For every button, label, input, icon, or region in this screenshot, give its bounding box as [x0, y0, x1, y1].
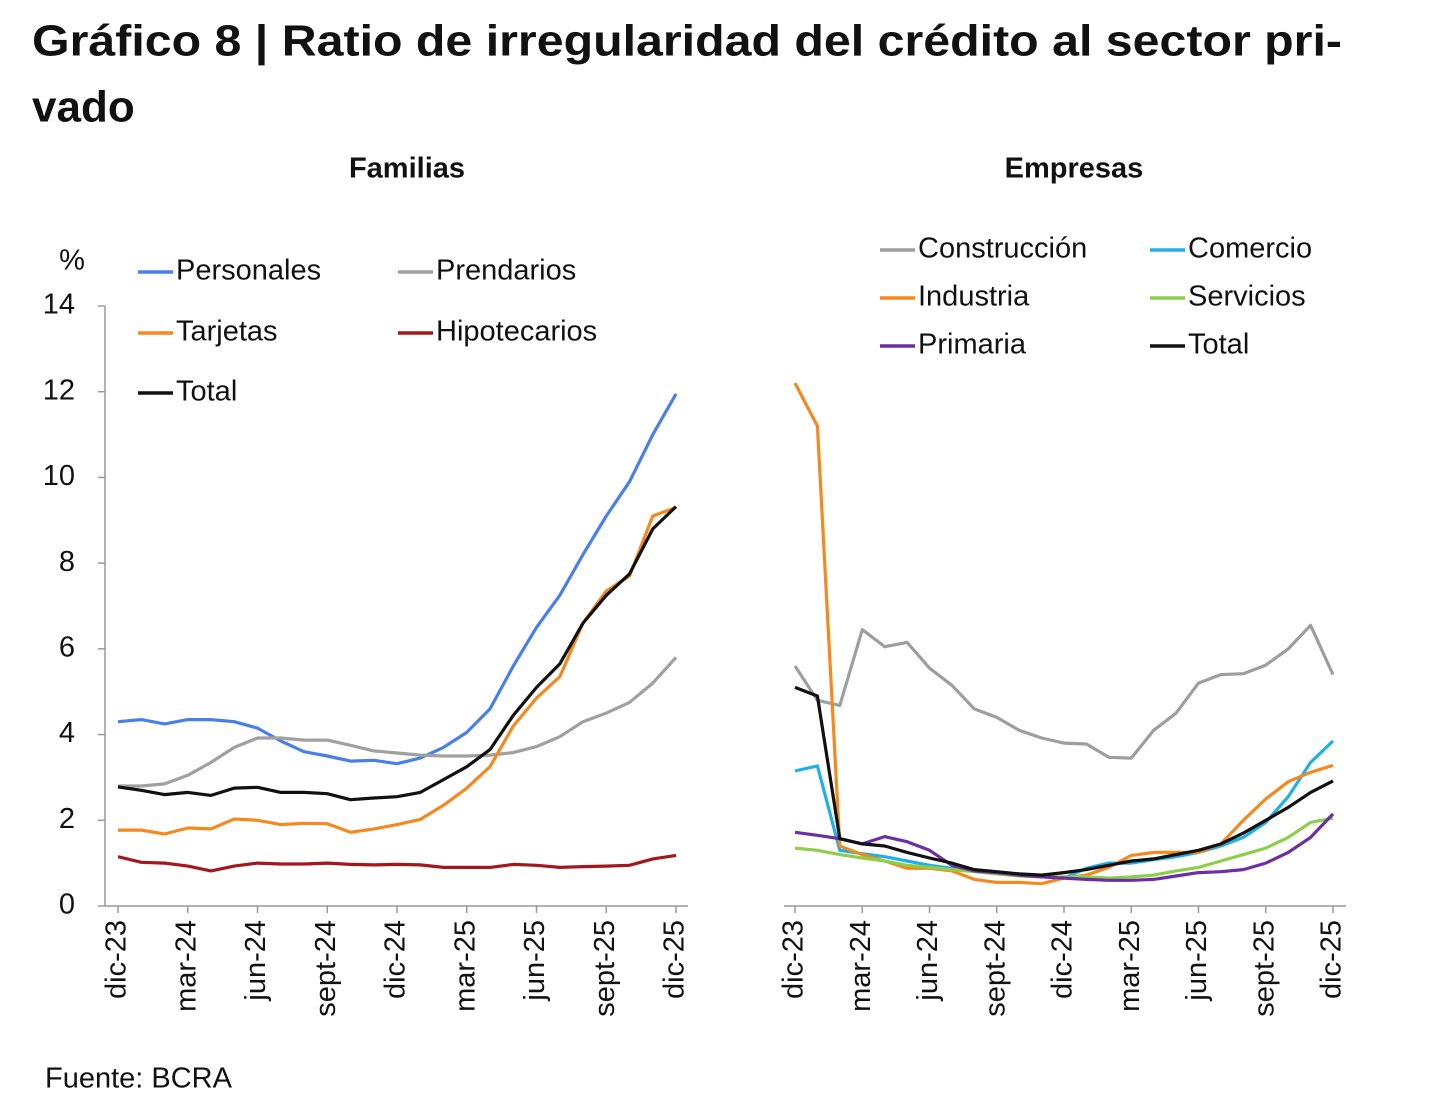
legend-label: Industria — [918, 281, 1030, 313]
x-tick-label: sept-24 — [979, 920, 1011, 1017]
legend-label: Total — [1188, 329, 1249, 361]
x-tick-label: dic-25 — [659, 920, 691, 999]
y-tick-label: 10 — [43, 460, 75, 492]
y-tick-label: 4 — [59, 717, 75, 749]
panel-title: Empresas — [1005, 153, 1144, 185]
legend-label: Comercio — [1188, 233, 1312, 265]
x-tick-label: jun-24 — [912, 920, 944, 1002]
page-title: Gráfico 8 | Ratio de irregularidad del c… — [32, 17, 1342, 67]
x-tick-label: dic-24 — [1047, 920, 1079, 999]
y-tick-label: 0 — [59, 889, 75, 921]
source: Fuente: BCRA — [45, 1063, 233, 1095]
legend-label: Prendarios — [436, 255, 576, 287]
legend-label: Primaria — [918, 329, 1027, 361]
x-tick-label: dic-23 — [778, 920, 810, 999]
x-tick-label: sept-24 — [310, 920, 342, 1017]
x-tick-label: dic-23 — [101, 920, 133, 999]
x-tick-label: mar-25 — [449, 920, 481, 1012]
page-title: vado — [32, 83, 135, 132]
x-tick-label: jun-25 — [1181, 920, 1213, 1002]
series-line — [118, 505, 677, 836]
y-tick-label: 14 — [43, 289, 75, 321]
legend-label: Personales — [176, 255, 321, 287]
legend-label: Hipotecarios — [436, 316, 597, 348]
x-tick-label: jun-24 — [240, 920, 272, 1002]
legend-label: Total — [176, 376, 237, 408]
y-tick-label: 8 — [59, 546, 75, 578]
y-axis-label: % — [59, 245, 85, 277]
series-line — [794, 685, 1334, 877]
legend-label: Construcción — [918, 233, 1087, 265]
series-line — [117, 505, 678, 802]
x-tick-label: mar-25 — [1114, 920, 1146, 1012]
x-tick-label: mar-24 — [170, 920, 202, 1012]
legend-label: Servicios — [1188, 281, 1306, 313]
series-line — [117, 853, 677, 873]
x-tick-label: sept-25 — [1248, 920, 1280, 1017]
panel-title: Familias — [349, 153, 465, 185]
series-line — [793, 382, 1334, 886]
x-tick-label: sept-25 — [589, 920, 621, 1017]
y-tick-label: 2 — [59, 803, 75, 835]
y-tick-label: 6 — [59, 632, 75, 664]
series-line — [118, 656, 678, 788]
x-tick-label: mar-24 — [845, 920, 877, 1012]
x-tick-label: dic-25 — [1316, 920, 1348, 999]
series-line — [117, 393, 678, 766]
x-tick-label: jun-25 — [519, 920, 551, 1002]
series-line — [794, 812, 1335, 882]
series-line — [793, 623, 1335, 760]
y-tick-label: 12 — [43, 374, 75, 406]
legend-label: Tarjetas — [176, 316, 278, 348]
x-tick-label: dic-24 — [380, 920, 412, 999]
